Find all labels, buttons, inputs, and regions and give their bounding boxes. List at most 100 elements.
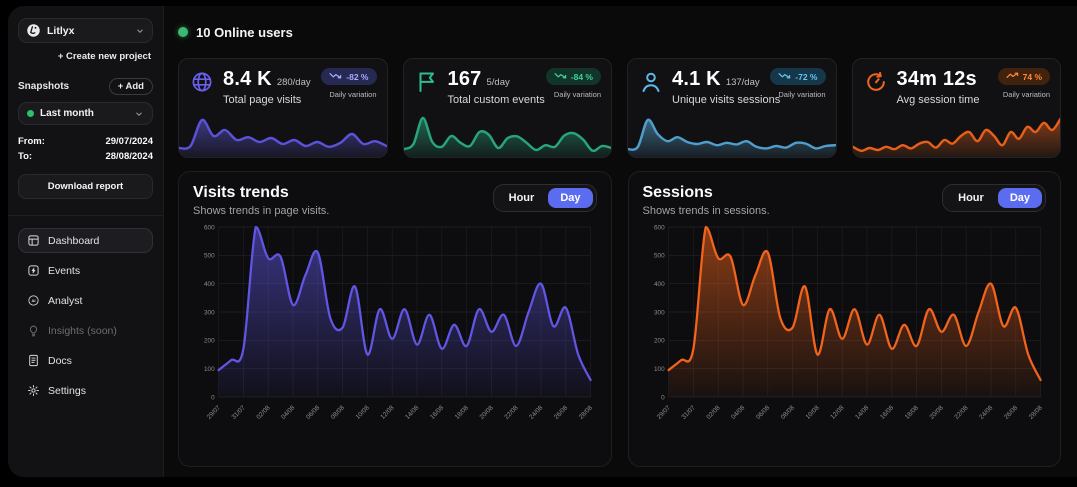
charts-row: Visits trends Shows trends in page visit… xyxy=(178,171,1061,467)
to-value: 28/08/2024 xyxy=(105,151,153,162)
sidebar-item-label: Analyst xyxy=(48,294,83,307)
sidebar-item-label: Settings xyxy=(48,384,86,397)
svg-text:02/08: 02/08 xyxy=(705,404,722,421)
svg-text:12/08: 12/08 xyxy=(379,404,396,421)
globe-icon xyxy=(190,70,214,94)
svg-text:06/08: 06/08 xyxy=(305,404,322,421)
analyst-icon: AI xyxy=(27,294,40,307)
daily-variation-badge: 74 % xyxy=(997,68,1050,85)
stat-value: 167 xyxy=(447,68,482,90)
download-report-button[interactable]: Download report xyxy=(18,174,153,199)
svg-text:29/07: 29/07 xyxy=(206,404,223,421)
docs-icon xyxy=(27,354,40,367)
sidebar-item-label: Insights (soon) xyxy=(48,324,117,337)
svg-text:10/08: 10/08 xyxy=(355,404,372,421)
svg-text:300: 300 xyxy=(653,309,664,316)
chevron-down-icon xyxy=(136,111,142,116)
svg-text:24/08: 24/08 xyxy=(978,404,995,421)
daily-variation-badge: -82 % xyxy=(321,68,377,85)
sidebar-item-dashboard[interactable]: Dashboard xyxy=(18,228,153,253)
daily-variation-caption: Daily variation xyxy=(329,90,377,99)
svg-text:14/08: 14/08 xyxy=(404,404,421,421)
sparkline-chart xyxy=(403,116,611,157)
chart-subtitle: Shows trends in sessions. xyxy=(642,205,770,217)
project-name: Litlyx xyxy=(47,24,75,37)
sidebar-item-label: Docs xyxy=(48,354,72,367)
sidebar-item-docs[interactable]: Docs xyxy=(18,348,153,373)
add-snapshot-button[interactable]: + Add xyxy=(108,78,153,95)
area-chart: 0 100 200 300 400 500 600 29/07 31/07 02/08 04/08 0… xyxy=(653,224,1044,421)
stat-value: 4.1 K xyxy=(672,68,721,90)
svg-text:12/08: 12/08 xyxy=(829,404,846,421)
svg-text:100: 100 xyxy=(204,366,215,373)
svg-text:18/08: 18/08 xyxy=(454,404,471,421)
person-icon xyxy=(639,70,663,94)
svg-text:08/08: 08/08 xyxy=(779,404,796,421)
sidebar-nav: Dashboard Events AI Analyst Insights (so… xyxy=(18,228,153,408)
svg-text:0: 0 xyxy=(211,394,215,401)
sidebar-item-settings[interactable]: Settings xyxy=(18,378,153,403)
online-users-text: 10 Online users xyxy=(196,24,293,40)
stat-value: 8.4 K xyxy=(223,68,272,90)
snapshots-header: Snapshots + Add xyxy=(18,78,153,95)
sidebar-item-analyst[interactable]: AI Analyst xyxy=(18,288,153,313)
daily-variation-caption: Daily variation xyxy=(778,90,826,99)
sparkline-chart xyxy=(852,117,1060,157)
svg-text:04/08: 04/08 xyxy=(730,404,747,421)
svg-text:29/07: 29/07 xyxy=(655,404,672,421)
chart-panel-visits-trends: Visits trends Shows trends in page visit… xyxy=(178,171,612,467)
trend-down-icon xyxy=(778,71,791,82)
daily-variation-badge: -72 % xyxy=(770,68,826,85)
events-icon xyxy=(27,264,40,277)
svg-text:100: 100 xyxy=(653,366,664,373)
snapshot-selected-value: Last month xyxy=(40,108,94,119)
svg-text:31/07: 31/07 xyxy=(231,404,248,421)
sidebar-item-insights-soon[interactable]: Insights (soon) xyxy=(18,318,153,343)
svg-text:08/08: 08/08 xyxy=(330,404,347,421)
chevron-down-icon xyxy=(137,28,143,33)
svg-text:16/08: 16/08 xyxy=(878,404,895,421)
svg-text:14/08: 14/08 xyxy=(854,404,871,421)
svg-text:0: 0 xyxy=(661,394,665,401)
stat-value: 34m 12s xyxy=(896,68,977,90)
timer-icon xyxy=(864,70,888,94)
svg-text:500: 500 xyxy=(653,253,664,260)
stat-card-avg-session-time: 34m 12s Avg session time 74 % Daily vari… xyxy=(851,58,1061,158)
online-status-dot xyxy=(178,27,188,37)
svg-text:24/08: 24/08 xyxy=(528,404,545,421)
svg-text:200: 200 xyxy=(204,338,215,345)
area-chart: 0 100 200 300 400 500 600 29/07 31/07 02/08 04/08 0… xyxy=(204,224,595,421)
snapshot-selector[interactable]: Last month xyxy=(18,102,153,125)
toggle-hour[interactable]: Hour xyxy=(508,192,535,204)
svg-text:500: 500 xyxy=(204,253,215,260)
stat-label: Total custom events xyxy=(447,94,545,106)
svg-text:600: 600 xyxy=(653,224,664,231)
toggle-day[interactable]: Day xyxy=(548,188,593,208)
svg-text:300: 300 xyxy=(204,309,215,316)
svg-text:26/08: 26/08 xyxy=(1002,404,1019,421)
interval-toggle: Hour Day xyxy=(942,184,1046,212)
svg-text:10/08: 10/08 xyxy=(804,404,821,421)
trend-down-icon xyxy=(329,71,342,82)
create-project-button[interactable]: + Create new project xyxy=(57,51,151,62)
stat-per-day: 5/day xyxy=(486,77,510,88)
trend-down-icon xyxy=(554,71,567,82)
project-selector[interactable]: Litlyx xyxy=(18,18,153,43)
flag-icon xyxy=(415,70,439,94)
dashboard-icon xyxy=(27,234,40,247)
svg-text:28/08: 28/08 xyxy=(1027,404,1044,421)
chart-title: Sessions xyxy=(642,184,713,201)
stat-label: Avg session time xyxy=(896,94,980,106)
date-range: From: 29/07/2024 To: 28/08/2024 xyxy=(18,134,153,164)
stat-card-total-page-visits: 8.4 K 280/day Total page visits -82 % Da… xyxy=(178,58,388,158)
stat-label: Unique visits sessions xyxy=(672,94,781,106)
stat-per-day: 280/day xyxy=(276,77,311,88)
toggle-day[interactable]: Day xyxy=(997,188,1042,208)
svg-text:28/08: 28/08 xyxy=(578,404,595,421)
sidebar-item-events[interactable]: Events xyxy=(18,258,153,283)
svg-text:02/08: 02/08 xyxy=(255,404,272,421)
svg-text:18/08: 18/08 xyxy=(903,404,920,421)
toggle-hour[interactable]: Hour xyxy=(958,192,984,204)
svg-text:06/08: 06/08 xyxy=(754,404,771,421)
stat-per-day: 137/day xyxy=(725,77,760,88)
